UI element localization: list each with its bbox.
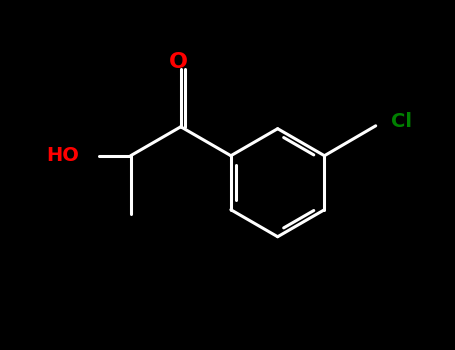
Text: O: O (169, 52, 188, 72)
Text: HO: HO (47, 146, 80, 165)
Text: Cl: Cl (391, 112, 412, 132)
